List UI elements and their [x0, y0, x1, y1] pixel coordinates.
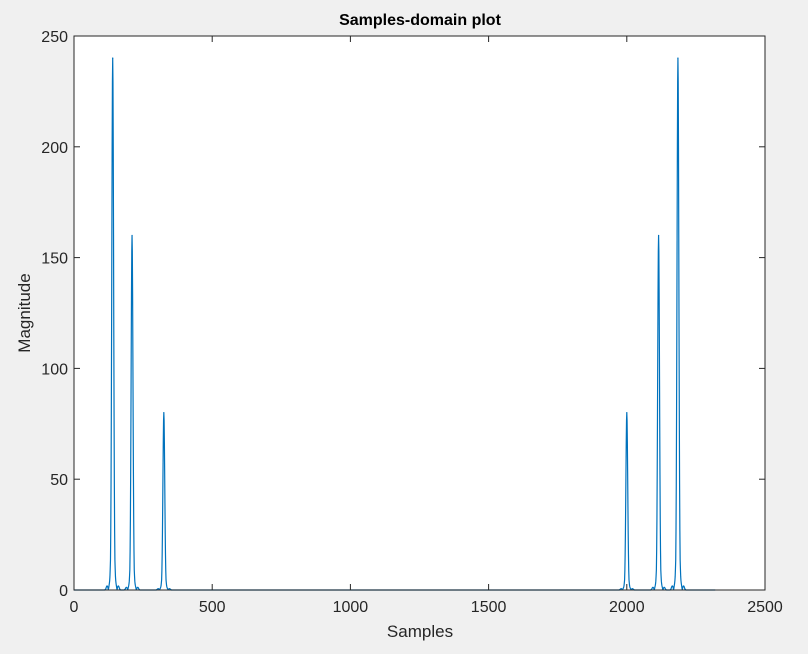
x-tick-label: 1500 [471, 599, 507, 616]
x-tick-label: 2000 [609, 599, 645, 616]
plot-area [74, 36, 765, 590]
y-axis-label: Magnitude [15, 273, 34, 352]
x-tick-label: 500 [199, 599, 226, 616]
peak-point [677, 57, 679, 59]
x-tick-label: 2500 [747, 599, 783, 616]
y-tick-label: 100 [41, 361, 68, 378]
y-tick-label: 150 [41, 251, 68, 268]
y-tick-label: 0 [59, 583, 68, 600]
axes-box [73, 35, 766, 591]
y-tick-label: 50 [50, 472, 68, 489]
y-axis: 0 50 100 150 200 250 [41, 29, 765, 600]
peak-point [163, 412, 165, 414]
x-axis-label: Samples [387, 622, 453, 641]
x-tick-label: 1000 [333, 599, 369, 616]
peak-point [112, 57, 114, 59]
y-tick-label: 200 [41, 140, 68, 157]
x-axis: 0 500 1000 1500 2000 2500 [70, 36, 783, 616]
chart-title: Samples-domain plot [339, 12, 501, 29]
y-tick-label: 250 [41, 29, 68, 46]
peak-point [131, 234, 133, 237]
peak-point [626, 412, 628, 414]
x-tick-label: 0 [70, 599, 79, 616]
peak-point [657, 234, 660, 237]
